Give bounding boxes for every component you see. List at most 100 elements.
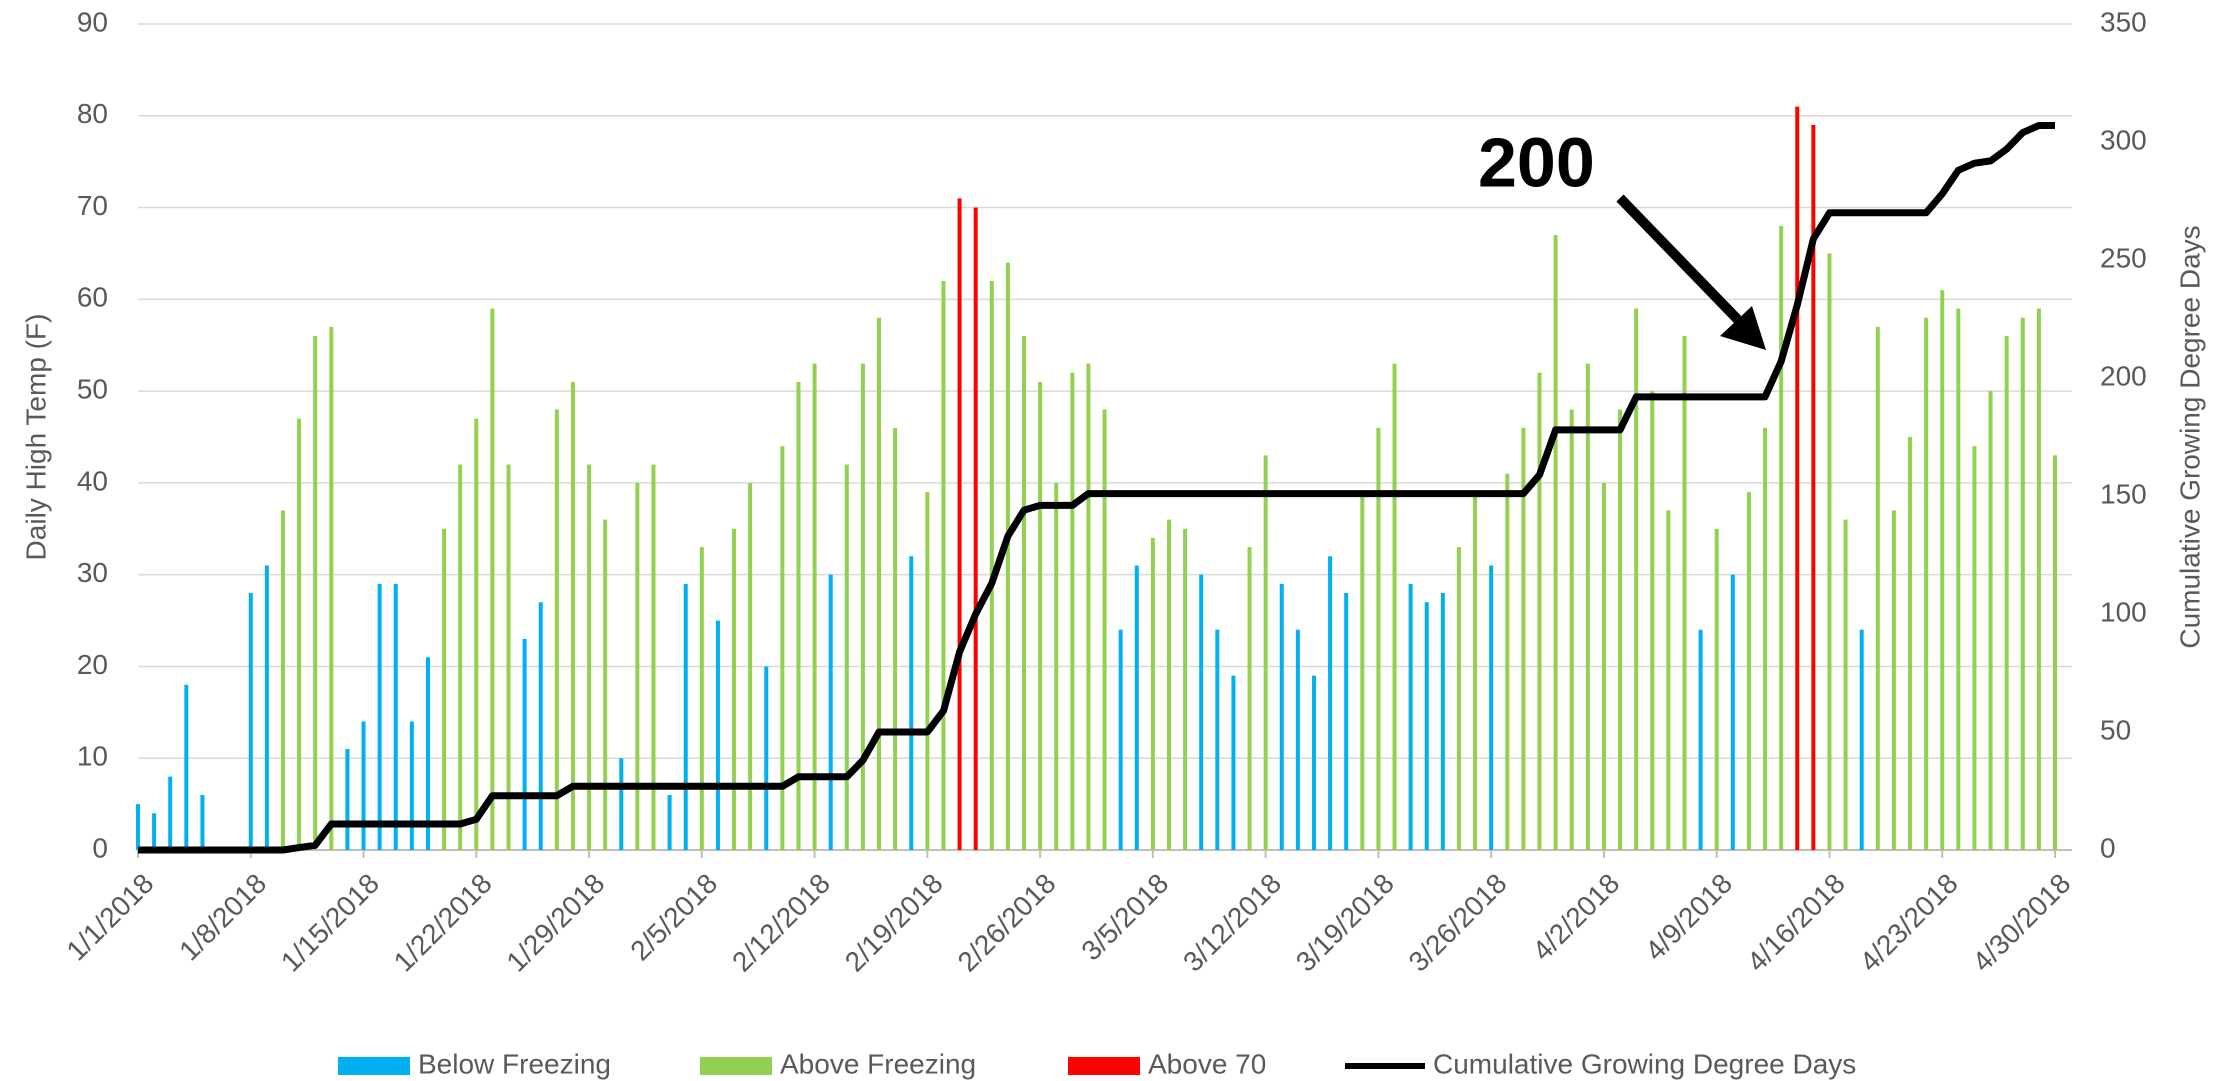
bar — [538, 602, 543, 850]
bar — [1537, 372, 1542, 850]
bar — [184, 684, 189, 850]
bar — [603, 519, 608, 850]
bar — [619, 758, 624, 850]
bar — [1440, 593, 1445, 850]
x-tick-label: 4/16/2018 — [1741, 868, 1851, 978]
bar — [2020, 317, 2025, 850]
bar — [554, 409, 559, 850]
y2-tick-label: 250 — [2100, 242, 2147, 273]
bar — [264, 565, 269, 850]
bar — [1054, 482, 1059, 850]
bar — [812, 363, 817, 850]
bar — [796, 381, 801, 850]
bar — [1795, 106, 1800, 851]
x-tick-label: 1/1/2018 — [60, 868, 159, 967]
bar — [1569, 409, 1574, 850]
bar — [1456, 547, 1461, 850]
y-tick-label: 0 — [92, 832, 108, 863]
bar — [152, 813, 157, 850]
x-tick-label: 4/23/2018 — [1854, 868, 1964, 978]
bar — [764, 666, 769, 850]
bar — [570, 381, 575, 850]
bar — [2036, 308, 2041, 850]
bar — [1988, 391, 1993, 850]
x-tick-label: 1/8/2018 — [173, 868, 272, 967]
bar — [442, 528, 447, 850]
bar — [877, 317, 882, 850]
bar — [1505, 473, 1510, 850]
bar — [651, 464, 656, 850]
bar — [1038, 381, 1043, 850]
bar — [1618, 409, 1623, 850]
bar — [1730, 574, 1735, 850]
bar — [458, 464, 463, 850]
bar — [522, 638, 527, 850]
bar — [377, 583, 382, 850]
legend-label: Cumulative Growing Degree Days — [1433, 1048, 1856, 1079]
bar — [1763, 427, 1768, 850]
bar — [393, 583, 398, 850]
x-tick-label: 4/30/2018 — [1966, 868, 2076, 978]
annotation-arrow — [1616, 194, 1746, 328]
bar — [1972, 446, 1977, 850]
bar — [2053, 455, 2057, 850]
bar — [1634, 308, 1639, 850]
y-axis-title: Daily High Temp (F) — [20, 314, 51, 561]
bar — [1199, 574, 1204, 850]
x-tick-label: 4/2/2018 — [1526, 868, 1625, 967]
bar — [297, 418, 302, 850]
bar — [1940, 290, 1945, 851]
legend-swatch — [338, 1057, 410, 1075]
bar — [1118, 629, 1123, 850]
bar — [715, 620, 720, 850]
annotation-arrowhead — [1720, 306, 1766, 350]
bar — [1859, 629, 1864, 850]
bar — [1150, 537, 1155, 850]
bar — [1086, 363, 1091, 850]
bar — [474, 418, 479, 850]
bar — [1295, 629, 1300, 850]
y-tick-label: 70 — [77, 190, 108, 221]
bar — [280, 510, 285, 850]
bar — [329, 326, 334, 850]
bar — [1263, 455, 1268, 850]
x-tick-label: 3/26/2018 — [1403, 868, 1513, 978]
bar — [1553, 235, 1558, 851]
bar — [1376, 427, 1381, 850]
bar — [941, 280, 946, 850]
bar — [1714, 528, 1719, 850]
bar — [860, 363, 865, 850]
y-tick-label: 40 — [77, 465, 108, 496]
bar — [1022, 336, 1027, 850]
y2-tick-label: 200 — [2100, 360, 2147, 391]
x-tick-label: 3/5/2018 — [1075, 868, 1174, 967]
x-tick-label: 2/5/2018 — [624, 868, 723, 967]
bar — [893, 427, 898, 850]
y2-tick-label: 350 — [2100, 6, 2147, 37]
bar — [1811, 124, 1816, 850]
bar — [1666, 510, 1671, 850]
x-tick-label: 1/29/2018 — [501, 868, 611, 978]
bar — [1875, 326, 1880, 850]
bar — [699, 547, 704, 850]
bar — [1247, 547, 1252, 850]
bar — [1924, 317, 1929, 850]
y-tick-label: 10 — [77, 741, 108, 772]
bar — [168, 776, 173, 850]
bar — [973, 207, 978, 851]
bar — [248, 593, 253, 850]
bar — [989, 280, 994, 850]
bar — [667, 794, 672, 850]
bar — [909, 556, 914, 850]
bar — [425, 657, 430, 850]
x-tick-label: 2/26/2018 — [952, 868, 1062, 978]
bar — [587, 464, 592, 850]
bar — [844, 464, 849, 850]
bar — [1585, 363, 1590, 850]
y-tick-label: 60 — [77, 282, 108, 313]
y2-axis-title: Cumulative Growing Degree Days — [2174, 225, 2205, 648]
bar — [635, 482, 640, 850]
y2-tick-label: 100 — [2100, 596, 2147, 627]
bar — [136, 804, 140, 850]
